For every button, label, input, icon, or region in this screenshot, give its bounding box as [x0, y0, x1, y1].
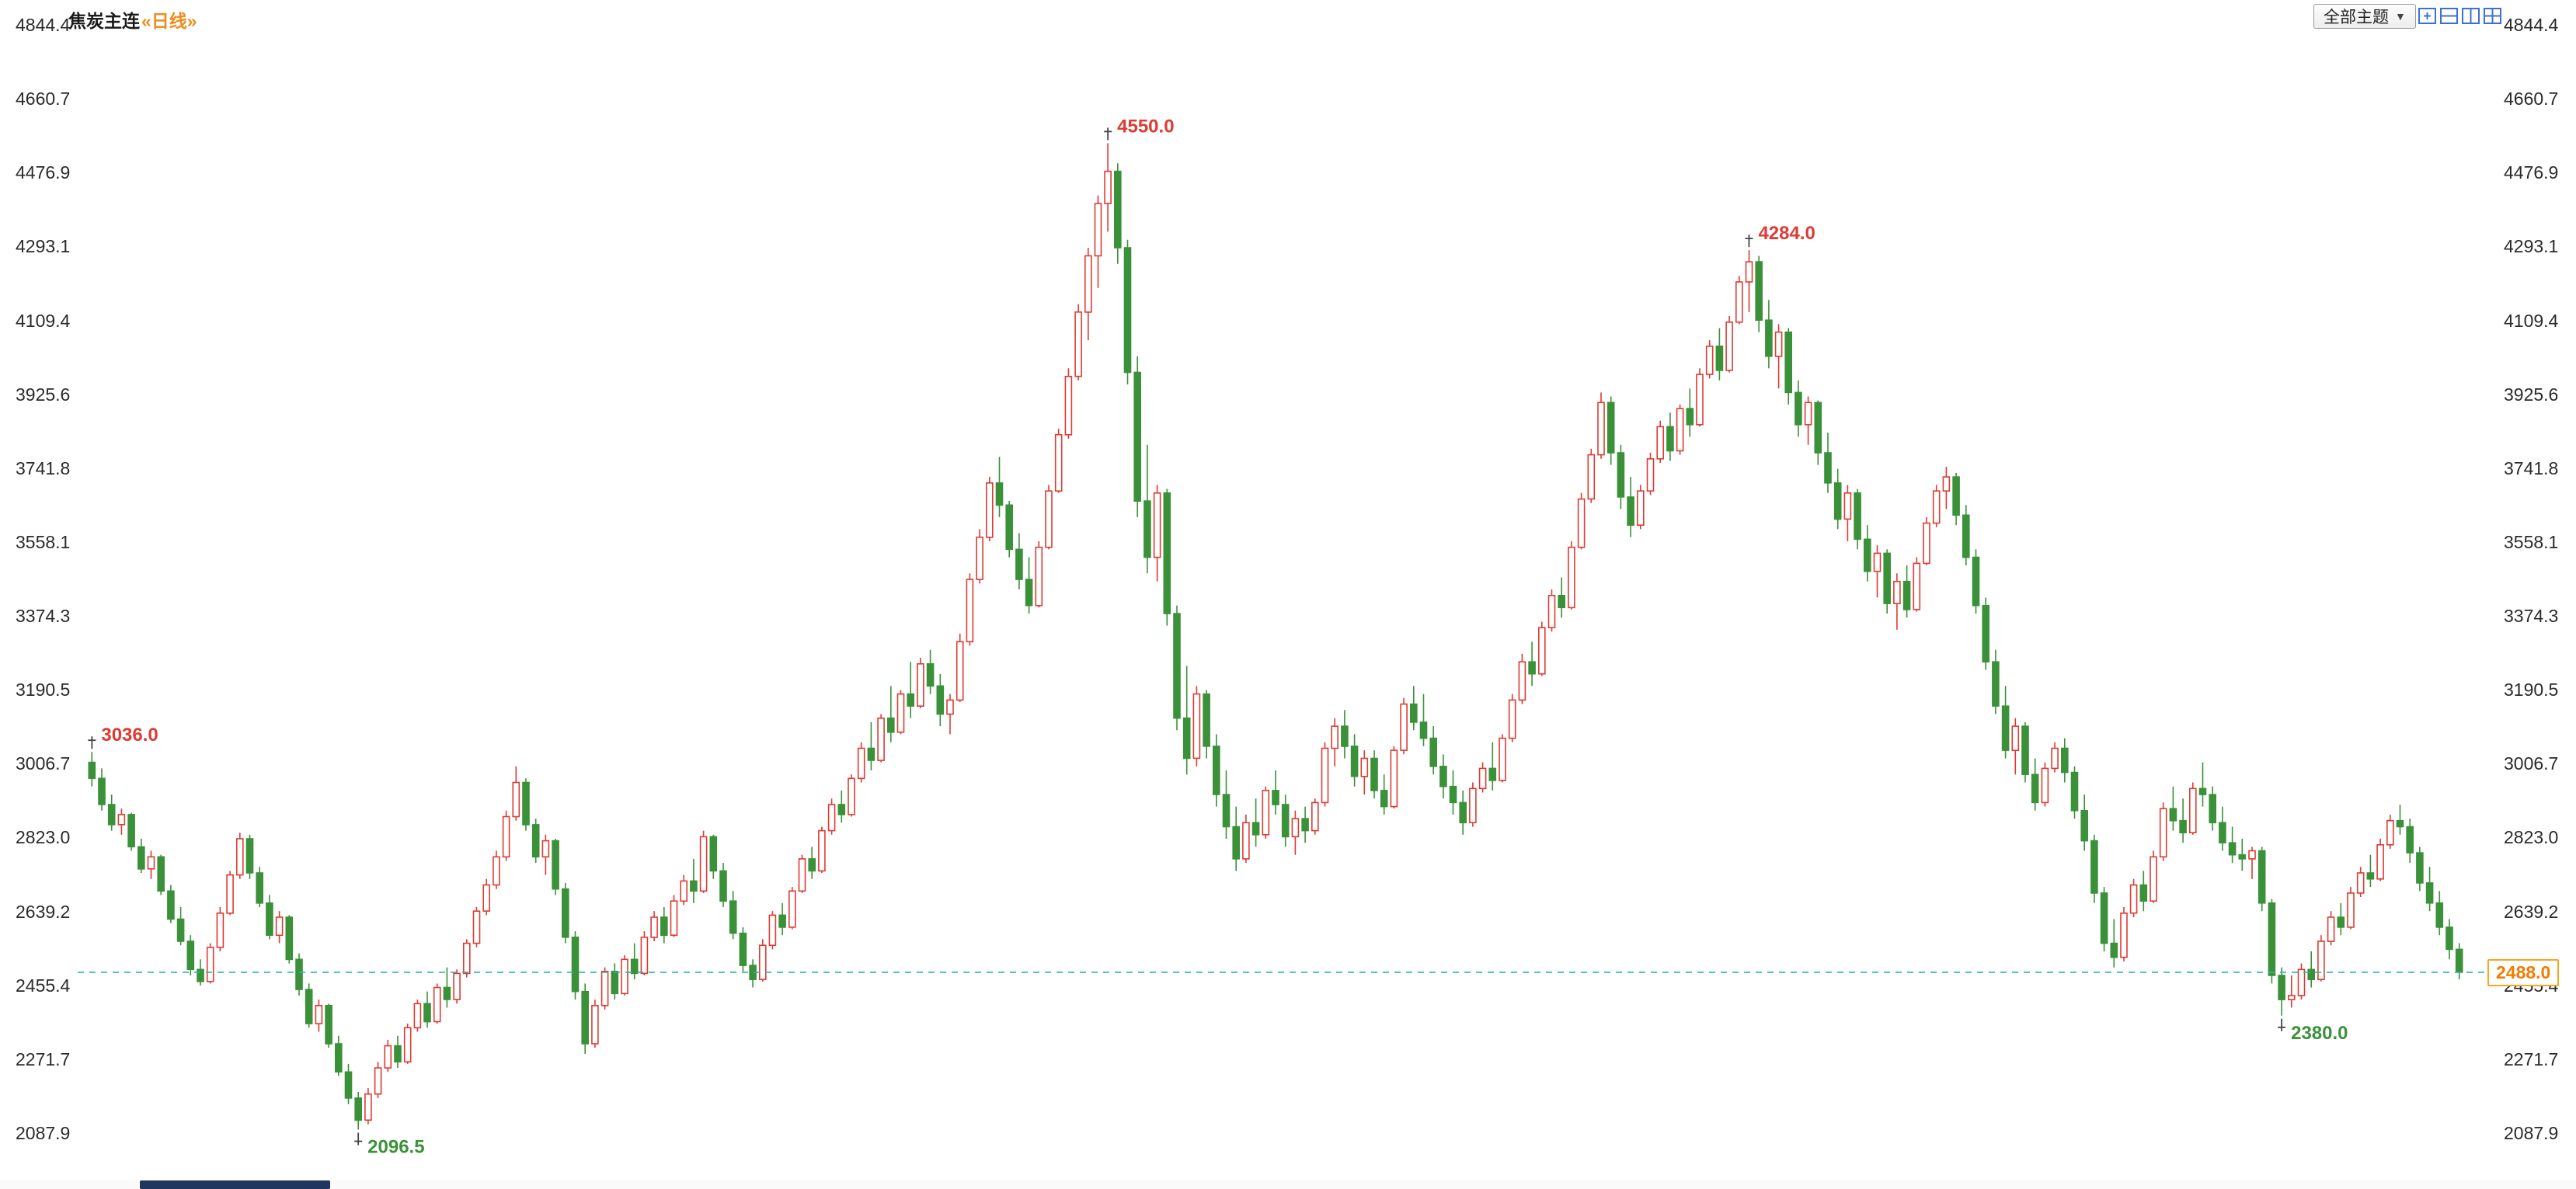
y-axis-label: 3741.8 — [2504, 457, 2559, 478]
svg-text:4550.0: 4550.0 — [1117, 116, 1174, 137]
period-label: «日线» — [141, 11, 197, 31]
svg-text:2380.0: 2380.0 — [2291, 1023, 2348, 1044]
y-axis-label: 4109.4 — [2504, 310, 2559, 331]
y-axis-label: 4660.7 — [16, 89, 71, 110]
y-axis-label: 3006.7 — [16, 753, 71, 774]
y-axis-label: 2455.4 — [16, 975, 71, 996]
y-axis-label: 3190.5 — [16, 680, 71, 701]
y-axis-label: 4844.4 — [16, 15, 71, 35]
y-axis-label: 4476.9 — [16, 162, 71, 183]
horizontal-scrollbar-track[interactable] — [0, 1180, 2576, 1189]
y-axis-label: 3925.6 — [16, 384, 71, 405]
horizontal-scrollbar-thumb[interactable] — [140, 1180, 330, 1189]
svg-text:4284.0: 4284.0 — [1758, 223, 1815, 244]
columns-layout-icon[interactable] — [2461, 6, 2480, 26]
y-axis-label: 4109.4 — [16, 310, 71, 331]
y-axis-label: 3374.3 — [2504, 606, 2559, 627]
y-axis-label: 3374.3 — [16, 606, 71, 627]
y-axis-label: 2087.9 — [2504, 1123, 2559, 1143]
y-axis-label: 3558.1 — [16, 531, 71, 552]
left-price-axis[interactable]: 4844.4 4660.7 4476.9 4293.1 4109.4 3925.6 3741… — [16, 0, 101, 1189]
y-axis-label: 2823.0 — [16, 827, 71, 848]
y-axis-label: 2823.0 — [2504, 827, 2559, 848]
y-axis-label: 4293.1 — [16, 236, 71, 257]
svg-text:2096.5: 2096.5 — [367, 1137, 424, 1158]
current-price-tag: 2488.0 — [2487, 958, 2560, 986]
svg-text:3036.0: 3036.0 — [101, 725, 158, 746]
y-axis-label: 4660.7 — [2504, 89, 2559, 110]
y-axis-label: 3558.1 — [2504, 531, 2559, 552]
y-axis-label: 4293.1 — [2504, 236, 2559, 257]
y-axis-label: 2639.2 — [2504, 901, 2559, 922]
layout-icons-group — [2418, 6, 2502, 26]
y-axis-label: 2639.2 — [16, 901, 71, 922]
y-axis-label: 3006.7 — [2504, 753, 2559, 774]
right-price-axis[interactable]: 4844.4 4660.7 4476.9 4293.1 4109.4 3925.6 3741… — [2504, 0, 2576, 1189]
y-axis-label: 3190.5 — [2504, 680, 2559, 701]
chevron-down-icon: ▼ — [2395, 10, 2406, 23]
y-axis-label: 2271.7 — [16, 1048, 71, 1069]
y-axis-label: 3925.6 — [2504, 384, 2559, 405]
y-axis-label: 2271.7 — [2504, 1048, 2559, 1069]
theme-dropdown-label: 全部主题 — [2324, 9, 2389, 26]
symbol-name: 焦炭主连 — [68, 11, 140, 31]
grid-layout-icon[interactable] — [2483, 6, 2502, 26]
theme-dropdown-button[interactable]: 全部主题 ▼ — [2313, 4, 2416, 29]
y-axis-label: 2087.9 — [16, 1123, 71, 1143]
y-axis-label: 4476.9 — [2504, 162, 2559, 183]
y-axis-label: 4844.4 — [2504, 15, 2559, 35]
rows-layout-icon[interactable] — [2439, 6, 2459, 26]
y-axis-label: 3741.8 — [16, 457, 71, 478]
add-pane-icon[interactable] — [2418, 6, 2437, 26]
instrument-title: 焦炭主连«日线» — [68, 6, 197, 33]
